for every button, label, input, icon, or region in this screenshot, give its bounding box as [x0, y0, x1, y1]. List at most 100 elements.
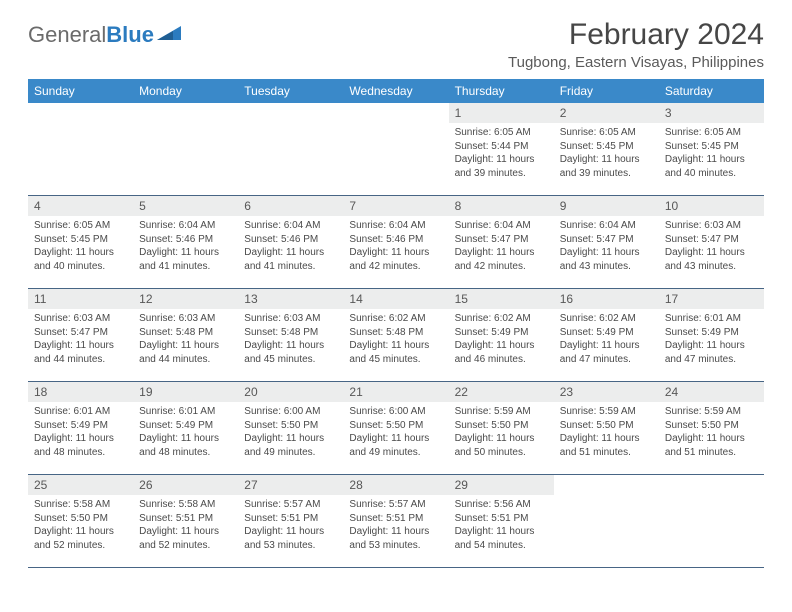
day-number: 18: [28, 382, 133, 402]
day-details: Sunrise: 6:03 AMSunset: 5:47 PMDaylight:…: [28, 309, 133, 370]
logo-text-general: General: [28, 22, 106, 48]
calendar-cell: 28Sunrise: 5:57 AMSunset: 5:51 PMDayligh…: [343, 475, 448, 568]
day-details: Sunrise: 6:01 AMSunset: 5:49 PMDaylight:…: [28, 402, 133, 463]
weekday-header: Sunday: [28, 79, 133, 103]
day-details: Sunrise: 6:01 AMSunset: 5:49 PMDaylight:…: [133, 402, 238, 463]
day-number: 21: [343, 382, 448, 402]
calendar-cell: 1Sunrise: 6:05 AMSunset: 5:44 PMDaylight…: [449, 103, 554, 196]
calendar-cell: 18Sunrise: 6:01 AMSunset: 5:49 PMDayligh…: [28, 382, 133, 475]
day-number: 14: [343, 289, 448, 309]
calendar-cell: 23Sunrise: 5:59 AMSunset: 5:50 PMDayligh…: [554, 382, 659, 475]
day-number: 9: [554, 196, 659, 216]
weekday-header: Friday: [554, 79, 659, 103]
day-details: Sunrise: 5:57 AMSunset: 5:51 PMDaylight:…: [343, 495, 448, 556]
day-number: 8: [449, 196, 554, 216]
day-details: Sunrise: 6:03 AMSunset: 5:47 PMDaylight:…: [659, 216, 764, 277]
weekday-header: Thursday: [449, 79, 554, 103]
calendar-cell: 7Sunrise: 6:04 AMSunset: 5:46 PMDaylight…: [343, 196, 448, 289]
weekday-header-row: SundayMondayTuesdayWednesdayThursdayFrid…: [28, 79, 764, 103]
day-details: Sunrise: 6:04 AMSunset: 5:46 PMDaylight:…: [238, 216, 343, 277]
day-details: Sunrise: 6:04 AMSunset: 5:47 PMDaylight:…: [554, 216, 659, 277]
day-number: 15: [449, 289, 554, 309]
header: GeneralBlue February 2024 Tugbong, Easte…: [28, 18, 764, 71]
day-number: 24: [659, 382, 764, 402]
calendar-cell: 22Sunrise: 5:59 AMSunset: 5:50 PMDayligh…: [449, 382, 554, 475]
calendar-table: SundayMondayTuesdayWednesdayThursdayFrid…: [28, 79, 764, 568]
calendar-cell: 10Sunrise: 6:03 AMSunset: 5:47 PMDayligh…: [659, 196, 764, 289]
calendar-cell: [28, 103, 133, 196]
day-details: Sunrise: 6:02 AMSunset: 5:49 PMDaylight:…: [554, 309, 659, 370]
calendar-cell: [554, 475, 659, 568]
day-details: Sunrise: 6:05 AMSunset: 5:45 PMDaylight:…: [28, 216, 133, 277]
day-details: Sunrise: 5:58 AMSunset: 5:50 PMDaylight:…: [28, 495, 133, 556]
day-number: 20: [238, 382, 343, 402]
calendar-cell: 15Sunrise: 6:02 AMSunset: 5:49 PMDayligh…: [449, 289, 554, 382]
day-number: 10: [659, 196, 764, 216]
calendar-row: 4Sunrise: 6:05 AMSunset: 5:45 PMDaylight…: [28, 196, 764, 289]
day-number: 22: [449, 382, 554, 402]
calendar-cell: 9Sunrise: 6:04 AMSunset: 5:47 PMDaylight…: [554, 196, 659, 289]
calendar-cell: 20Sunrise: 6:00 AMSunset: 5:50 PMDayligh…: [238, 382, 343, 475]
day-number: 2: [554, 103, 659, 123]
calendar-cell: 16Sunrise: 6:02 AMSunset: 5:49 PMDayligh…: [554, 289, 659, 382]
title-block: February 2024 Tugbong, Eastern Visayas, …: [508, 18, 764, 71]
day-number: 16: [554, 289, 659, 309]
day-details: Sunrise: 5:59 AMSunset: 5:50 PMDaylight:…: [449, 402, 554, 463]
weekday-header: Monday: [133, 79, 238, 103]
calendar-row: 1Sunrise: 6:05 AMSunset: 5:44 PMDaylight…: [28, 103, 764, 196]
calendar-row: 11Sunrise: 6:03 AMSunset: 5:47 PMDayligh…: [28, 289, 764, 382]
calendar-cell: 17Sunrise: 6:01 AMSunset: 5:49 PMDayligh…: [659, 289, 764, 382]
calendar-cell: 12Sunrise: 6:03 AMSunset: 5:48 PMDayligh…: [133, 289, 238, 382]
day-details: Sunrise: 6:01 AMSunset: 5:49 PMDaylight:…: [659, 309, 764, 370]
weekday-header: Wednesday: [343, 79, 448, 103]
calendar-row: 25Sunrise: 5:58 AMSunset: 5:50 PMDayligh…: [28, 475, 764, 568]
day-details: Sunrise: 6:04 AMSunset: 5:46 PMDaylight:…: [343, 216, 448, 277]
month-title: February 2024: [508, 18, 764, 52]
day-details: Sunrise: 6:02 AMSunset: 5:48 PMDaylight:…: [343, 309, 448, 370]
day-details: Sunrise: 5:56 AMSunset: 5:51 PMDaylight:…: [449, 495, 554, 556]
day-details: Sunrise: 6:00 AMSunset: 5:50 PMDaylight:…: [343, 402, 448, 463]
calendar-cell: 8Sunrise: 6:04 AMSunset: 5:47 PMDaylight…: [449, 196, 554, 289]
day-number: 23: [554, 382, 659, 402]
day-number: 5: [133, 196, 238, 216]
day-details: Sunrise: 6:05 AMSunset: 5:44 PMDaylight:…: [449, 123, 554, 184]
calendar-cell: [238, 103, 343, 196]
day-details: Sunrise: 6:02 AMSunset: 5:49 PMDaylight:…: [449, 309, 554, 370]
calendar-cell: 5Sunrise: 6:04 AMSunset: 5:46 PMDaylight…: [133, 196, 238, 289]
calendar-cell: 3Sunrise: 6:05 AMSunset: 5:45 PMDaylight…: [659, 103, 764, 196]
logo: GeneralBlue: [28, 22, 183, 48]
day-number: 19: [133, 382, 238, 402]
day-details: Sunrise: 6:05 AMSunset: 5:45 PMDaylight:…: [659, 123, 764, 184]
day-number: 29: [449, 475, 554, 495]
weekday-header: Saturday: [659, 79, 764, 103]
location: Tugbong, Eastern Visayas, Philippines: [508, 54, 764, 71]
logo-triangle-icon: [157, 24, 183, 47]
day-number: 26: [133, 475, 238, 495]
calendar-cell: 6Sunrise: 6:04 AMSunset: 5:46 PMDaylight…: [238, 196, 343, 289]
calendar-cell: 2Sunrise: 6:05 AMSunset: 5:45 PMDaylight…: [554, 103, 659, 196]
day-number: 12: [133, 289, 238, 309]
calendar-cell: 4Sunrise: 6:05 AMSunset: 5:45 PMDaylight…: [28, 196, 133, 289]
calendar-cell: 19Sunrise: 6:01 AMSunset: 5:49 PMDayligh…: [133, 382, 238, 475]
calendar-cell: 13Sunrise: 6:03 AMSunset: 5:48 PMDayligh…: [238, 289, 343, 382]
day-number: 1: [449, 103, 554, 123]
calendar-cell: 27Sunrise: 5:57 AMSunset: 5:51 PMDayligh…: [238, 475, 343, 568]
day-details: Sunrise: 5:59 AMSunset: 5:50 PMDaylight:…: [554, 402, 659, 463]
day-number: 13: [238, 289, 343, 309]
calendar-cell: 14Sunrise: 6:02 AMSunset: 5:48 PMDayligh…: [343, 289, 448, 382]
day-number: 4: [28, 196, 133, 216]
day-details: Sunrise: 6:00 AMSunset: 5:50 PMDaylight:…: [238, 402, 343, 463]
day-details: Sunrise: 6:04 AMSunset: 5:46 PMDaylight:…: [133, 216, 238, 277]
day-number: 7: [343, 196, 448, 216]
day-number: 17: [659, 289, 764, 309]
day-details: Sunrise: 6:03 AMSunset: 5:48 PMDaylight:…: [238, 309, 343, 370]
calendar-cell: 25Sunrise: 5:58 AMSunset: 5:50 PMDayligh…: [28, 475, 133, 568]
day-number: 28: [343, 475, 448, 495]
day-number: 3: [659, 103, 764, 123]
calendar-cell: 26Sunrise: 5:58 AMSunset: 5:51 PMDayligh…: [133, 475, 238, 568]
calendar-cell: 11Sunrise: 6:03 AMSunset: 5:47 PMDayligh…: [28, 289, 133, 382]
day-number: 27: [238, 475, 343, 495]
day-details: Sunrise: 5:58 AMSunset: 5:51 PMDaylight:…: [133, 495, 238, 556]
weekday-header: Tuesday: [238, 79, 343, 103]
day-details: Sunrise: 5:57 AMSunset: 5:51 PMDaylight:…: [238, 495, 343, 556]
